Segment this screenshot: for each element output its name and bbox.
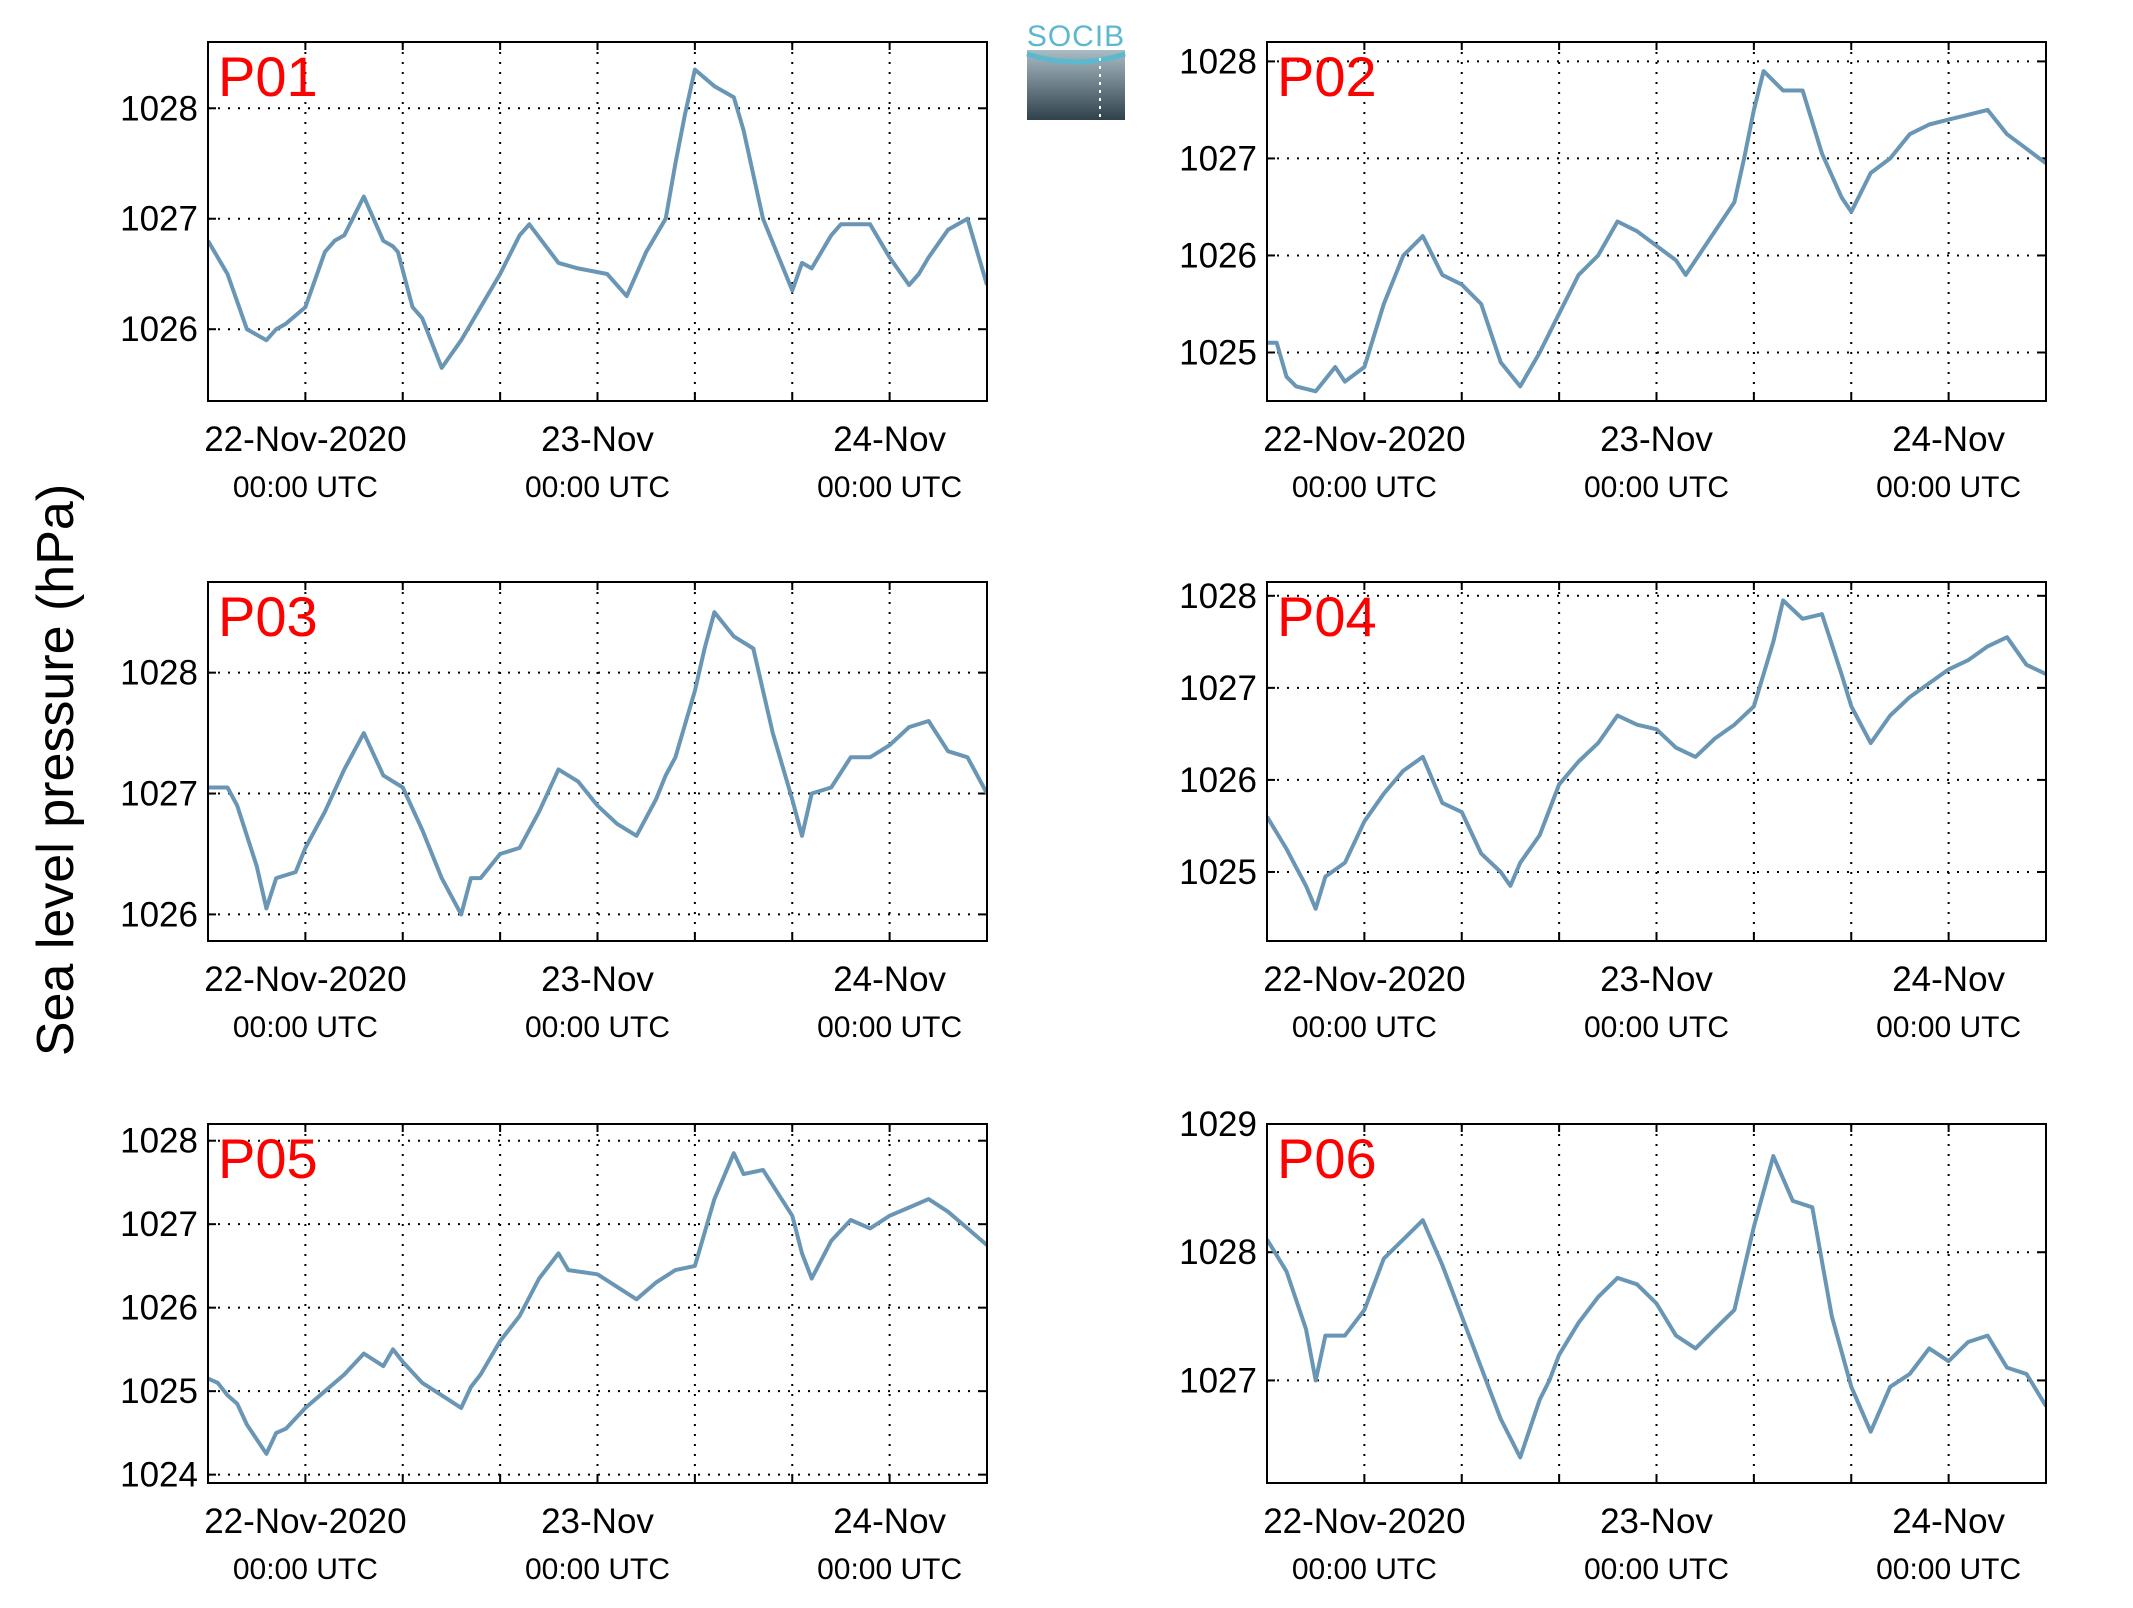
panel-4-ytick-label: 1028 bbox=[1179, 577, 1257, 616]
panel-2-xtick-label: 23-Nov bbox=[1600, 420, 1713, 459]
panel-2-ytick-label: 1025 bbox=[1179, 333, 1257, 372]
panel-1-ytick-label: 1027 bbox=[120, 200, 198, 239]
panel-4-xtick-sublabel: 00:00 UTC bbox=[1292, 1011, 1437, 1044]
panel-5-ytick-label: 1026 bbox=[120, 1289, 198, 1328]
panel-5-xtick-sublabel: 00:00 UTC bbox=[233, 1553, 378, 1586]
panel-2-xtick-sublabel: 00:00 UTC bbox=[1876, 471, 2021, 504]
panel-6-frame bbox=[1266, 1123, 2047, 1484]
panel-6-xtick-sublabel: 00:00 UTC bbox=[1876, 1553, 2021, 1586]
panel-2-label: P02 bbox=[1277, 45, 1377, 108]
socib-logo-text: SOCIB bbox=[1027, 20, 1125, 53]
panel-4-xtick-sublabel: 00:00 UTC bbox=[1584, 1011, 1729, 1044]
panel-3-frame bbox=[207, 581, 988, 942]
panel-4-label: P04 bbox=[1277, 585, 1377, 648]
panel-6-xtick-label: 24-Nov bbox=[1892, 1502, 2005, 1541]
panel-2-series-line bbox=[1267, 69, 2046, 394]
panel-4-xtick-sublabel: 00:00 UTC bbox=[1876, 1011, 2021, 1044]
figure-ylabel: Sea level pressure (hPa) bbox=[27, 484, 85, 1056]
panel-2-xtick-label: 24-Nov bbox=[1892, 420, 2005, 459]
panel-5-series-line bbox=[208, 1151, 987, 1456]
panel-1-xtick-label: 23-Nov bbox=[541, 420, 654, 459]
panel-1-xtick-sublabel: 00:00 UTC bbox=[817, 471, 962, 504]
panel-6-xtick-label: 23-Nov bbox=[1600, 1502, 1713, 1541]
panel-6-xtick-sublabel: 00:00 UTC bbox=[1292, 1553, 1437, 1586]
panel-5: 1024 1025 1026 1027 1028 22-Nov-2020 00:00 UTC… bbox=[120, 1122, 988, 1586]
panel-5-xtick-sublabel: 00:00 UTC bbox=[525, 1553, 670, 1586]
panel-4-ytick-label: 1026 bbox=[1179, 761, 1257, 800]
panel-3-ytick-label: 1028 bbox=[120, 654, 198, 693]
panel-5-ytick-label: 1028 bbox=[120, 1122, 198, 1161]
panel-6-xtick-label: 22-Nov-2020 bbox=[1263, 1502, 1465, 1541]
panel-6: 1027 1028 1029 22-Nov-2020 00:00 UTC 23-Nov 00… bbox=[1179, 1105, 2047, 1586]
panel-5-xtick-label: 23-Nov bbox=[541, 1502, 654, 1541]
panel-2-xtick-sublabel: 00:00 UTC bbox=[1292, 471, 1437, 504]
panel-1-xtick-label: 22-Nov-2020 bbox=[204, 420, 406, 459]
panel-2-xtick-label: 22-Nov-2020 bbox=[1263, 420, 1465, 459]
panel-3-xtick-sublabel: 00:00 UTC bbox=[233, 1011, 378, 1044]
panel-6-series-line bbox=[1267, 1154, 2046, 1460]
panel-2: 1025 1026 1027 1028 22-Nov-2020 00:00 UTC 23-N… bbox=[1179, 41, 2047, 504]
panels: 1026 1027 1028 22-Nov-2020 00:00 UTC 23-Nov 00… bbox=[120, 41, 2047, 1586]
panel-6-label: P06 bbox=[1277, 1127, 1377, 1190]
panel-1-frame bbox=[207, 41, 988, 402]
panel-5-label: P05 bbox=[218, 1127, 318, 1190]
panel-5-ytick-label: 1025 bbox=[120, 1372, 198, 1411]
panel-3-xtick-sublabel: 00:00 UTC bbox=[817, 1011, 962, 1044]
panel-2-frame bbox=[1266, 41, 2047, 402]
panel-1-xtick-label: 24-Nov bbox=[833, 420, 946, 459]
panel-3-ytick-label: 1026 bbox=[120, 895, 198, 934]
panel-1: 1026 1027 1028 22-Nov-2020 00:00 UTC 23-Nov 00… bbox=[120, 41, 988, 504]
panel-4-ytick-label: 1027 bbox=[1179, 669, 1257, 708]
panel-3-series-line bbox=[208, 610, 987, 917]
panel-3: 1026 1027 1028 22-Nov-2020 00:00 UTC 23-Nov 00… bbox=[120, 581, 988, 1044]
panel-4-ytick-label: 1025 bbox=[1179, 853, 1257, 892]
panel-3-xtick-sublabel: 00:00 UTC bbox=[525, 1011, 670, 1044]
panel-1-ytick-label: 1028 bbox=[120, 89, 198, 128]
panel-2-xtick-sublabel: 00:00 UTC bbox=[1584, 471, 1729, 504]
panel-2-ytick-label: 1027 bbox=[1179, 139, 1257, 178]
panel-5-ytick-label: 1024 bbox=[120, 1456, 198, 1495]
panel-1-ytick-label: 1026 bbox=[120, 310, 198, 349]
panel-1-series-line bbox=[208, 67, 987, 370]
panel-6-ytick-label: 1029 bbox=[1179, 1105, 1257, 1144]
panel-3-xtick-label: 24-Nov bbox=[833, 960, 946, 999]
panel-1-label: P01 bbox=[218, 45, 318, 108]
panel-3-label: P03 bbox=[218, 585, 318, 648]
panel-6-ytick-label: 1028 bbox=[1179, 1233, 1257, 1272]
panel-5-xtick-label: 22-Nov-2020 bbox=[204, 1502, 406, 1541]
socib-logo: SOCIB bbox=[1026, 20, 1126, 120]
panel-2-ytick-label: 1028 bbox=[1179, 42, 1257, 81]
panel-5-frame bbox=[207, 1123, 988, 1484]
panel-2-ytick-label: 1026 bbox=[1179, 236, 1257, 275]
panel-1-xtick-sublabel: 00:00 UTC bbox=[233, 471, 378, 504]
panel-3-xtick-label: 23-Nov bbox=[541, 960, 654, 999]
panel-4-xtick-label: 22-Nov-2020 bbox=[1263, 960, 1465, 999]
panel-6-ytick-label: 1027 bbox=[1179, 1361, 1257, 1400]
panel-5-ytick-label: 1027 bbox=[120, 1205, 198, 1244]
panel-1-xtick-sublabel: 00:00 UTC bbox=[525, 471, 670, 504]
panel-4-xtick-label: 23-Nov bbox=[1600, 960, 1713, 999]
panel-3-xtick-label: 22-Nov-2020 bbox=[204, 960, 406, 999]
panel-4-series-line bbox=[1267, 598, 2046, 911]
panel-5-xtick-label: 24-Nov bbox=[833, 1502, 946, 1541]
panel-5-xtick-sublabel: 00:00 UTC bbox=[817, 1553, 962, 1586]
panel-6-xtick-sublabel: 00:00 UTC bbox=[1584, 1553, 1729, 1586]
panel-4-frame bbox=[1266, 581, 2047, 942]
panel-4-xtick-label: 24-Nov bbox=[1892, 960, 2005, 999]
panel-4: 1025 1026 1027 1028 22-Nov-2020 00:00 UTC 23-N… bbox=[1179, 577, 2047, 1044]
panel-3-ytick-label: 1027 bbox=[120, 775, 198, 814]
